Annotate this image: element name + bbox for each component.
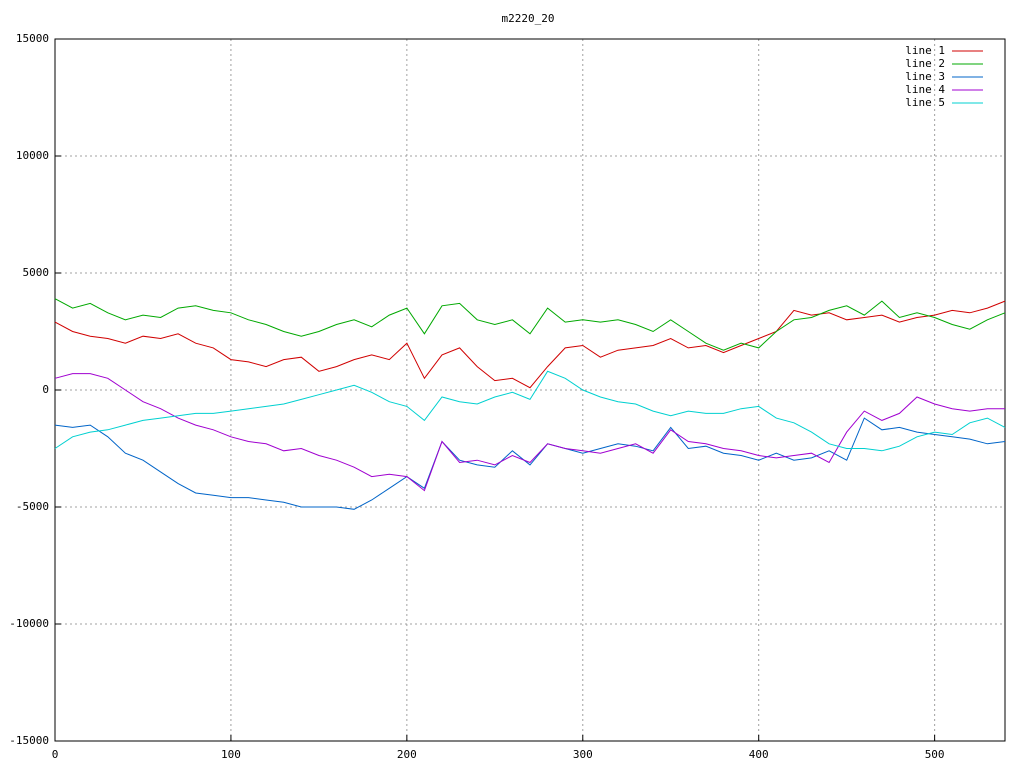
y-tick-label: 5000: [23, 266, 50, 279]
x-tick-label: 0: [52, 748, 59, 761]
x-tick-label: 100: [221, 748, 241, 761]
plot-frame: [54, 38, 1006, 742]
y-tick-label: 15000: [16, 32, 49, 45]
x-tick-label: 400: [749, 748, 769, 761]
series-line: [54, 417, 1006, 510]
legend-label: line 2: [905, 57, 945, 70]
x-tick-label: 500: [925, 748, 945, 761]
x-tick-label: 200: [397, 748, 417, 761]
legend-label: line 5: [905, 96, 945, 109]
series-line: [54, 370, 1006, 452]
chart-title: m2220_20: [502, 12, 555, 25]
y-tick-label: 0: [42, 383, 49, 396]
legend-label: line 1: [905, 44, 945, 57]
x-tick-label: 300: [573, 748, 593, 761]
y-tick-label: -15000: [9, 734, 49, 747]
legend-label: line 3: [905, 70, 945, 83]
series-line: [54, 298, 1006, 351]
y-tick-label: -5000: [16, 500, 49, 513]
legend-label: line 4: [905, 83, 945, 96]
y-tick-label: -10000: [9, 617, 49, 630]
series-line: [54, 373, 1005, 492]
series-line: [54, 300, 1006, 389]
y-tick-label: 10000: [16, 149, 49, 162]
